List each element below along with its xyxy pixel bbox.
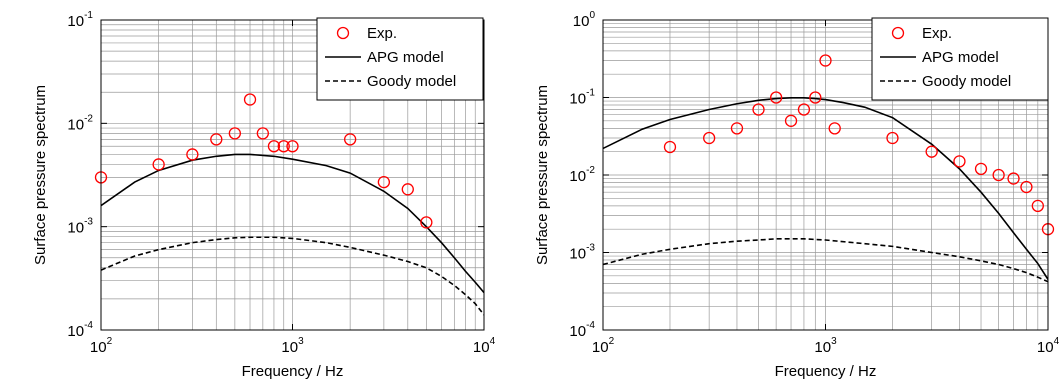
- data-point-exp: [769, 91, 783, 104]
- data-point-exp: [703, 131, 716, 145]
- x-tick-label: 104: [473, 336, 496, 356]
- y-tick-label: 10-2: [569, 165, 595, 185]
- data-point-exp: [752, 103, 765, 116]
- y-axis-label: Surface pressure spectrum: [32, 85, 49, 265]
- data-point-exp: [228, 127, 242, 140]
- data-point-exp: [256, 127, 269, 140]
- x-tick-label: 103: [814, 336, 837, 356]
- data-point-exp: [377, 175, 391, 189]
- legend-label: Goody model: [367, 73, 456, 90]
- x-tick-label: 102: [90, 336, 113, 356]
- data-point-exp: [819, 54, 832, 67]
- legend-marker-exp: [336, 26, 350, 40]
- data-point-exp: [925, 145, 938, 158]
- data-point-exp: [809, 91, 822, 104]
- y-tick-label: 10-3: [67, 217, 93, 237]
- legend-box: [871, 17, 1049, 101]
- data-point-exp: [243, 93, 257, 106]
- chart-1: 102 103 104 10-4 10-3 10-2 10-1 Frequency / Hz S…: [32, 10, 496, 380]
- x-tick-label: 102: [592, 336, 615, 356]
- legend-label: APG model: [922, 49, 999, 66]
- data-point-exp: [286, 140, 299, 153]
- data-point-exp: [277, 140, 290, 153]
- legend: Exp. APG model Goody model: [871, 17, 1049, 101]
- x-axis-label: Frequency / Hz: [242, 363, 344, 380]
- series-line-apg-model: [603, 97, 1048, 280]
- data-point-exp: [186, 148, 199, 161]
- x-tick-label: 104: [1037, 336, 1060, 356]
- y-tick-label: 10-1: [569, 88, 595, 108]
- data-point-exp: [797, 103, 811, 116]
- y-tick-label: 100: [573, 10, 596, 30]
- data-point-exp: [730, 122, 744, 135]
- legend-label: Goody model: [922, 73, 1011, 90]
- legend-label: Exp.: [367, 25, 397, 42]
- series-line-goody-model: [603, 238, 1048, 283]
- plot-area: [603, 97, 1048, 283]
- legend-marker-exp: [891, 26, 905, 40]
- data-point-exp: [420, 216, 433, 229]
- data-point-exp: [992, 168, 1005, 182]
- data-point-exp: [210, 133, 223, 146]
- data-point-exp: [828, 122, 841, 135]
- data-point-exp: [974, 162, 988, 176]
- data-point-exp: [343, 133, 357, 146]
- legend-label: Exp.: [922, 25, 952, 42]
- data-point-exp: [152, 158, 165, 171]
- data-point-exp: [886, 131, 899, 145]
- data-point-exp: [267, 140, 281, 153]
- chart-2: 102 103 104 10-4 10-3 10-2 10-1 100 Frequency / …: [534, 10, 1060, 380]
- legend-box: [316, 17, 484, 101]
- x-axis-label: Frequency / Hz: [775, 363, 877, 380]
- legend-label: APG model: [367, 49, 444, 66]
- data-point-exp: [784, 114, 798, 127]
- y-axis-label: Surface pressure spectrum: [534, 85, 551, 265]
- data-point-exp: [663, 140, 677, 154]
- y-tick-label: 10-4: [67, 320, 93, 340]
- data-point-exp: [953, 155, 966, 168]
- legend: Exp. APG model Goody model: [316, 17, 484, 101]
- data-point-exp: [401, 183, 414, 196]
- y-tick-label: 10-1: [67, 10, 93, 30]
- x-tick-label: 103: [281, 336, 304, 356]
- data-point-exp: [1007, 172, 1020, 185]
- y-tick-label: 10-3: [569, 243, 595, 263]
- y-tick-label: 10-4: [569, 320, 595, 340]
- data-point-exp: [1031, 199, 1044, 212]
- y-tick-label: 10-2: [67, 113, 93, 133]
- data-point-exp: [1020, 180, 1033, 194]
